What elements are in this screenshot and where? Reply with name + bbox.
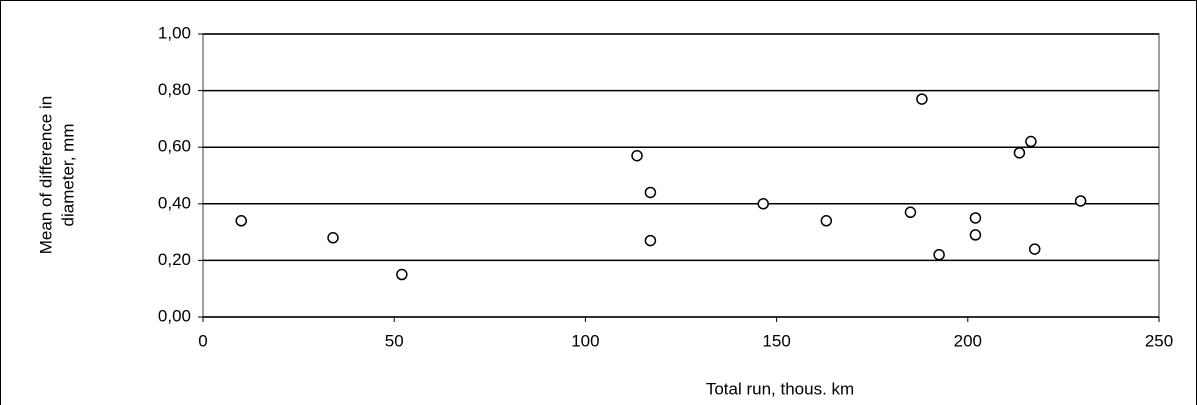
y-tick-label: 0,40 <box>158 193 191 212</box>
data-point <box>904 206 917 219</box>
data-point <box>933 248 945 261</box>
data-point <box>969 229 982 241</box>
data-point <box>820 215 833 227</box>
data-point <box>916 93 928 105</box>
data-point <box>1028 243 1041 255</box>
x-axis-label: Total run, thous. km <box>706 379 854 398</box>
x-tick-label: 100 <box>571 331 599 350</box>
x-tick-label: 200 <box>954 331 982 350</box>
data-point <box>644 234 657 247</box>
y-tick-label: 0,60 <box>158 137 191 156</box>
data-point <box>1013 147 1026 159</box>
x-tick-label: 150 <box>762 331 790 350</box>
data-point <box>235 215 247 227</box>
plot-area <box>202 33 1160 318</box>
y-tick-label: 0,20 <box>158 250 191 269</box>
data-point <box>1074 195 1087 207</box>
y-tick-label: 1,00 <box>158 23 191 42</box>
data-point <box>631 149 643 162</box>
x-tick-label: 0 <box>198 331 207 350</box>
data-point <box>396 268 408 281</box>
data-point <box>1025 135 1037 148</box>
data-point <box>644 186 657 199</box>
y-tick-label: 0,00 <box>158 306 191 325</box>
x-tick-label: 50 <box>385 331 404 350</box>
data-point <box>327 232 339 244</box>
data-point <box>969 212 982 224</box>
data-point <box>757 198 769 210</box>
y-tick-label: 0,80 <box>158 80 191 99</box>
x-tick-label: 250 <box>1145 331 1173 350</box>
y-axis-label: Mean of difference in <box>36 96 55 254</box>
y-axis-label: diameter, mm <box>58 124 77 227</box>
